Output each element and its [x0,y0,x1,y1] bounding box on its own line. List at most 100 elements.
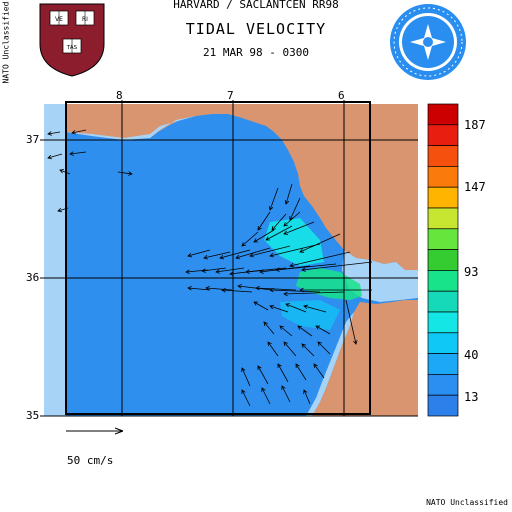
domain-frame [65,101,371,415]
velocity-arrow [267,341,279,357]
lon-label-6: 6 [338,89,345,102]
velocity-arrow [289,251,351,268]
velocity-arrow [297,325,313,337]
velocity-arrow [283,221,315,235]
velocity-arrow [284,183,293,205]
lon-label-7: 7 [227,89,234,102]
velocity-arrow [271,213,287,231]
velocity-arrow [57,207,69,213]
scale-label: 50 cm/s [67,454,114,467]
velocity-arrow [69,151,87,156]
velocity-arrow [275,263,337,272]
shield-letters-ri: RI [82,16,88,23]
velocity-arrow [241,231,259,247]
velocity-arrow [313,363,325,379]
colorbar-swatch [427,332,459,354]
velocity-arrow [219,249,251,260]
colorbar-swatch [427,186,459,209]
velocity-arrow [299,233,341,253]
velocity-arrow [283,291,345,297]
velocity-arrow [269,243,321,258]
velocity-arrow [269,287,321,293]
velocity-arrow [71,129,87,135]
colorbar-swatch [427,394,459,417]
lat-label-37: 37 [26,133,40,146]
velocity-arrow [117,171,133,176]
classification-bottom-label: NATO Unclassified [426,498,508,507]
velocity-arrow [237,284,273,291]
velocity-arrow [255,285,297,291]
shield-letters-ve: VE [55,16,63,23]
colorbar-label-13: 13 [464,390,479,404]
velocity-arrow [59,169,71,175]
colorbar-swatch [427,290,459,313]
velocity-arrow [301,343,315,357]
velocity-arrow [317,341,331,355]
velocity-arrow [257,211,271,231]
velocity-arrow [303,389,311,405]
velocity-vectors [47,129,373,407]
colorbar-swatch [427,249,459,271]
colorbar [427,103,459,417]
velocity-arrow [303,304,327,313]
velocity-arrow [345,299,358,345]
velocity-arrow [285,303,307,313]
land-iberia [44,104,418,270]
open-boundary-west [44,104,66,416]
colorbar-label-147: 147 [464,180,486,194]
colorbar-swatch [427,124,459,146]
velocity-arrow [201,267,227,273]
header-source: HARVARD / SACLANTCEN RR98 [173,0,339,11]
velocity-arrow [281,385,291,403]
colorbar-swatch [427,103,459,126]
velocity-arrow [253,229,275,243]
colorbar-swatch [427,228,459,250]
colorbar-swatch [427,270,459,292]
timestamp: 21 MAR 98 - 0300 [203,46,309,59]
colorbar-swatch [427,311,459,334]
nato-seal-icon [390,4,466,80]
lon-label-8: 8 [116,89,123,102]
colorbar-swatch [427,353,459,375]
velocity-arrow [47,153,63,160]
velocity-arrow [203,251,231,260]
velocity-arrow [269,304,289,313]
scale-arrow-icon [66,427,124,435]
velocity-arrow [283,341,297,357]
velocity-arrow [299,287,372,293]
velocity-arrow [261,387,271,405]
velocity-arrow [245,267,287,274]
velocity-arrow [205,285,233,291]
colorbar-swatch [427,207,459,230]
harvard-shield-icon: VE RI TAS [39,3,105,77]
land-morocco [312,300,418,416]
velocity-arrow [277,363,289,383]
velocity-arrow [187,249,211,258]
shield-letters-tas: TAS [66,45,78,51]
lat-label-36: 36 [26,271,40,284]
velocity-arrow [47,131,61,136]
colorbar-swatch [427,374,459,396]
velocity-arrow [301,261,373,272]
velocity-arrow [263,321,275,335]
velocity-arrow [249,245,291,258]
map-area [44,104,418,416]
page-title: TIDAL VELOCITY [185,20,327,38]
velocity-arrow [283,211,301,227]
velocity-arrow [295,363,307,381]
velocity-arrow [215,267,245,274]
velocity-arrow [253,301,269,311]
colorbar-label-40: 40 [464,348,479,362]
velocity-arrow [257,365,269,385]
velocity-arrow [241,367,251,387]
lat-label-35: 35 [26,409,40,422]
velocity-arrow [187,286,211,291]
velocity-arrow [265,225,293,241]
colorbar-swatch [427,166,459,188]
velocity-arrow [315,325,331,335]
velocity-arrow [221,287,253,293]
velocity-arrow [235,247,271,260]
velocity-arrow [241,389,251,407]
velocity-arrow [279,325,293,337]
